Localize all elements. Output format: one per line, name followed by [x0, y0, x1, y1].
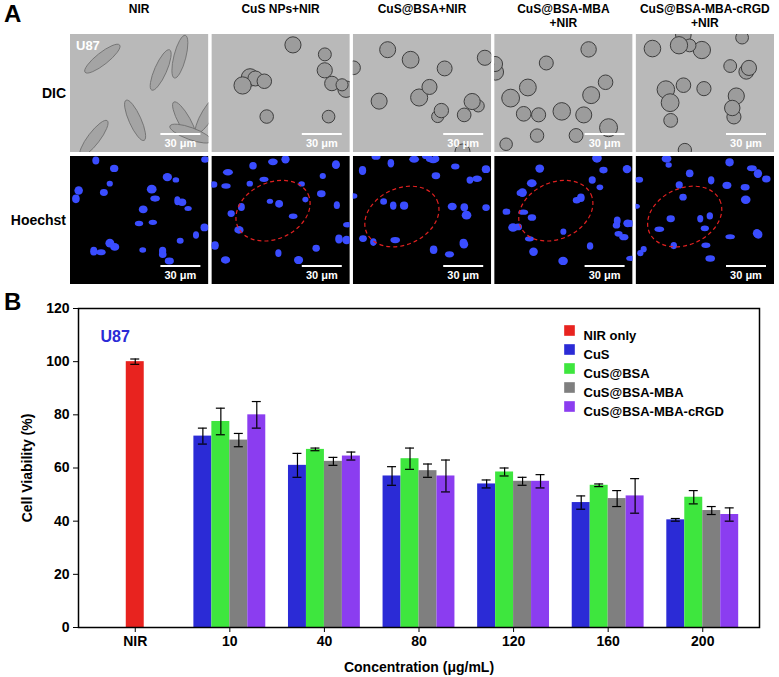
svg-text:30 μm: 30 μm	[164, 137, 196, 149]
svg-text:CuS@BSA-MBA: CuS@BSA-MBA	[584, 385, 685, 400]
svg-text:60: 60	[54, 459, 70, 475]
svg-text:30 μm: 30 μm	[730, 269, 762, 281]
svg-text:10: 10	[222, 633, 238, 649]
svg-text:0: 0	[62, 619, 70, 635]
svg-text:30 μm: 30 μm	[447, 269, 479, 281]
svg-text:CuS@BSA-MBA-cRGD: CuS@BSA-MBA-cRGD	[584, 404, 725, 419]
svg-text:U87: U87	[101, 328, 130, 345]
html-text:B: B	[4, 288, 22, 315]
svg-text:30 μm: 30 μm	[589, 269, 621, 281]
svg-text:120: 120	[502, 633, 526, 649]
svg-text:40: 40	[317, 633, 333, 649]
svg-text:U87: U87	[76, 38, 100, 53]
svg-text:100: 100	[46, 353, 70, 369]
svg-text:NIR: NIR	[129, 2, 150, 16]
svg-text:CuS@BSA: CuS@BSA	[584, 366, 651, 381]
svg-text:Cell Viability (%): Cell Viability (%)	[19, 414, 35, 523]
svg-text:NIR only: NIR only	[584, 328, 637, 343]
svg-text:CuS: CuS	[584, 347, 610, 362]
svg-text:30 μm: 30 μm	[730, 137, 762, 149]
svg-text:120: 120	[46, 300, 70, 316]
svg-text:NIR: NIR	[123, 633, 147, 649]
svg-text:20: 20	[54, 566, 70, 582]
svg-text:30 μm: 30 μm	[306, 137, 338, 149]
svg-text:80: 80	[54, 406, 70, 422]
svg-text:CuS NPs+NIR: CuS NPs+NIR	[241, 2, 320, 16]
svg-text:30 μm: 30 μm	[589, 137, 621, 149]
svg-text:30 μm: 30 μm	[447, 137, 479, 149]
svg-text:CuS@BSA-MBA+NIR: CuS@BSA-MBA+NIR	[517, 2, 610, 30]
svg-text:Hoechst: Hoechst	[11, 212, 67, 228]
svg-text:Concentration (μg/mL): Concentration (μg/mL)	[344, 659, 494, 675]
svg-text:30 μm: 30 μm	[164, 269, 196, 281]
svg-text:A: A	[4, 0, 21, 27]
svg-text:200: 200	[691, 633, 715, 649]
svg-text:CuS@BSA+NIR: CuS@BSA+NIR	[378, 2, 467, 16]
svg-text:80: 80	[411, 633, 427, 649]
svg-text:40: 40	[54, 513, 70, 529]
svg-text:30 μm: 30 μm	[306, 269, 338, 281]
svg-text:160: 160	[596, 633, 620, 649]
svg-text:CuS@BSA-MBA-cRGD+NIR: CuS@BSA-MBA-cRGD+NIR	[640, 2, 770, 30]
svg-text:DIC: DIC	[42, 85, 66, 101]
